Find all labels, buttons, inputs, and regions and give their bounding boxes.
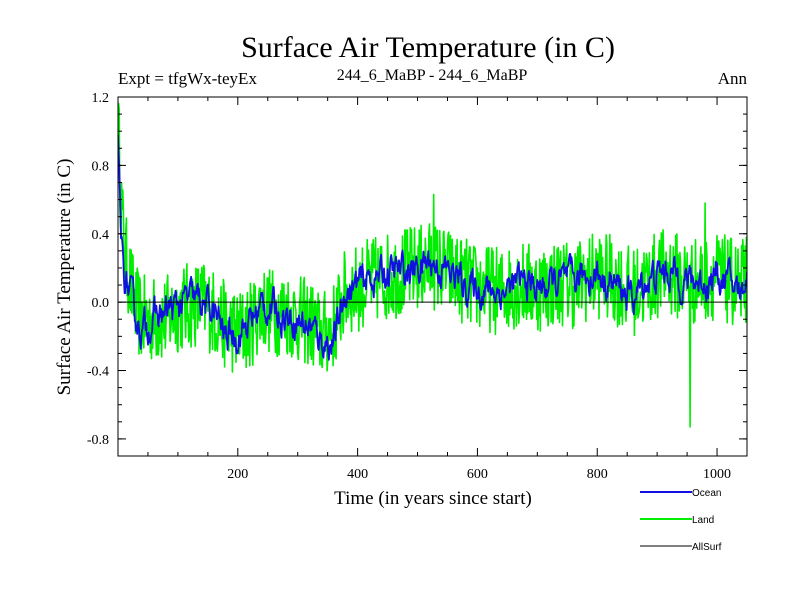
plot-frame xyxy=(117,96,748,457)
y-tick-label: -0.8 xyxy=(87,433,109,448)
chart-subtitle-right: Ann xyxy=(718,69,748,88)
legend: Ocean Land AllSurf xyxy=(640,488,722,553)
x-tick-label: 600 xyxy=(467,467,488,482)
chart-title: Surface Air Temperature (in C) xyxy=(241,31,615,64)
x-tick-label: 800 xyxy=(587,467,608,482)
series-line-ocean xyxy=(118,134,747,361)
legend-label-allsurf: AllSurf xyxy=(692,542,722,553)
y-tick-label: 1.2 xyxy=(92,91,110,106)
y-tick-label: 0.8 xyxy=(92,159,110,174)
axes: -0.8 -0.4 0.0 0.4 0.8 1.2 200 400 600 800 1000 xyxy=(87,91,748,482)
series-line-land xyxy=(118,102,747,428)
legend-label-land: Land xyxy=(692,515,714,526)
plot-area xyxy=(118,102,747,428)
legend-label-ocean: Ocean xyxy=(692,488,721,499)
y-tick-label: 0.4 xyxy=(92,228,110,243)
x-tick-label: 400 xyxy=(347,467,368,482)
y-tick-label: -0.4 xyxy=(87,365,109,380)
x-tick-label: 1000 xyxy=(703,467,731,482)
x-tick-label: 200 xyxy=(227,467,248,482)
chart-subtitle-left: Expt = tfgWx-teyEx xyxy=(118,69,257,88)
chart-subtitle-center: 244_6_MaBP - 244_6_MaBP xyxy=(337,67,528,84)
y-axis-label: Surface Air Temperature (in C) xyxy=(54,159,75,396)
y-tick-label: 0.0 xyxy=(92,296,110,311)
x-axis-label: Time (in years since start) xyxy=(334,488,532,509)
